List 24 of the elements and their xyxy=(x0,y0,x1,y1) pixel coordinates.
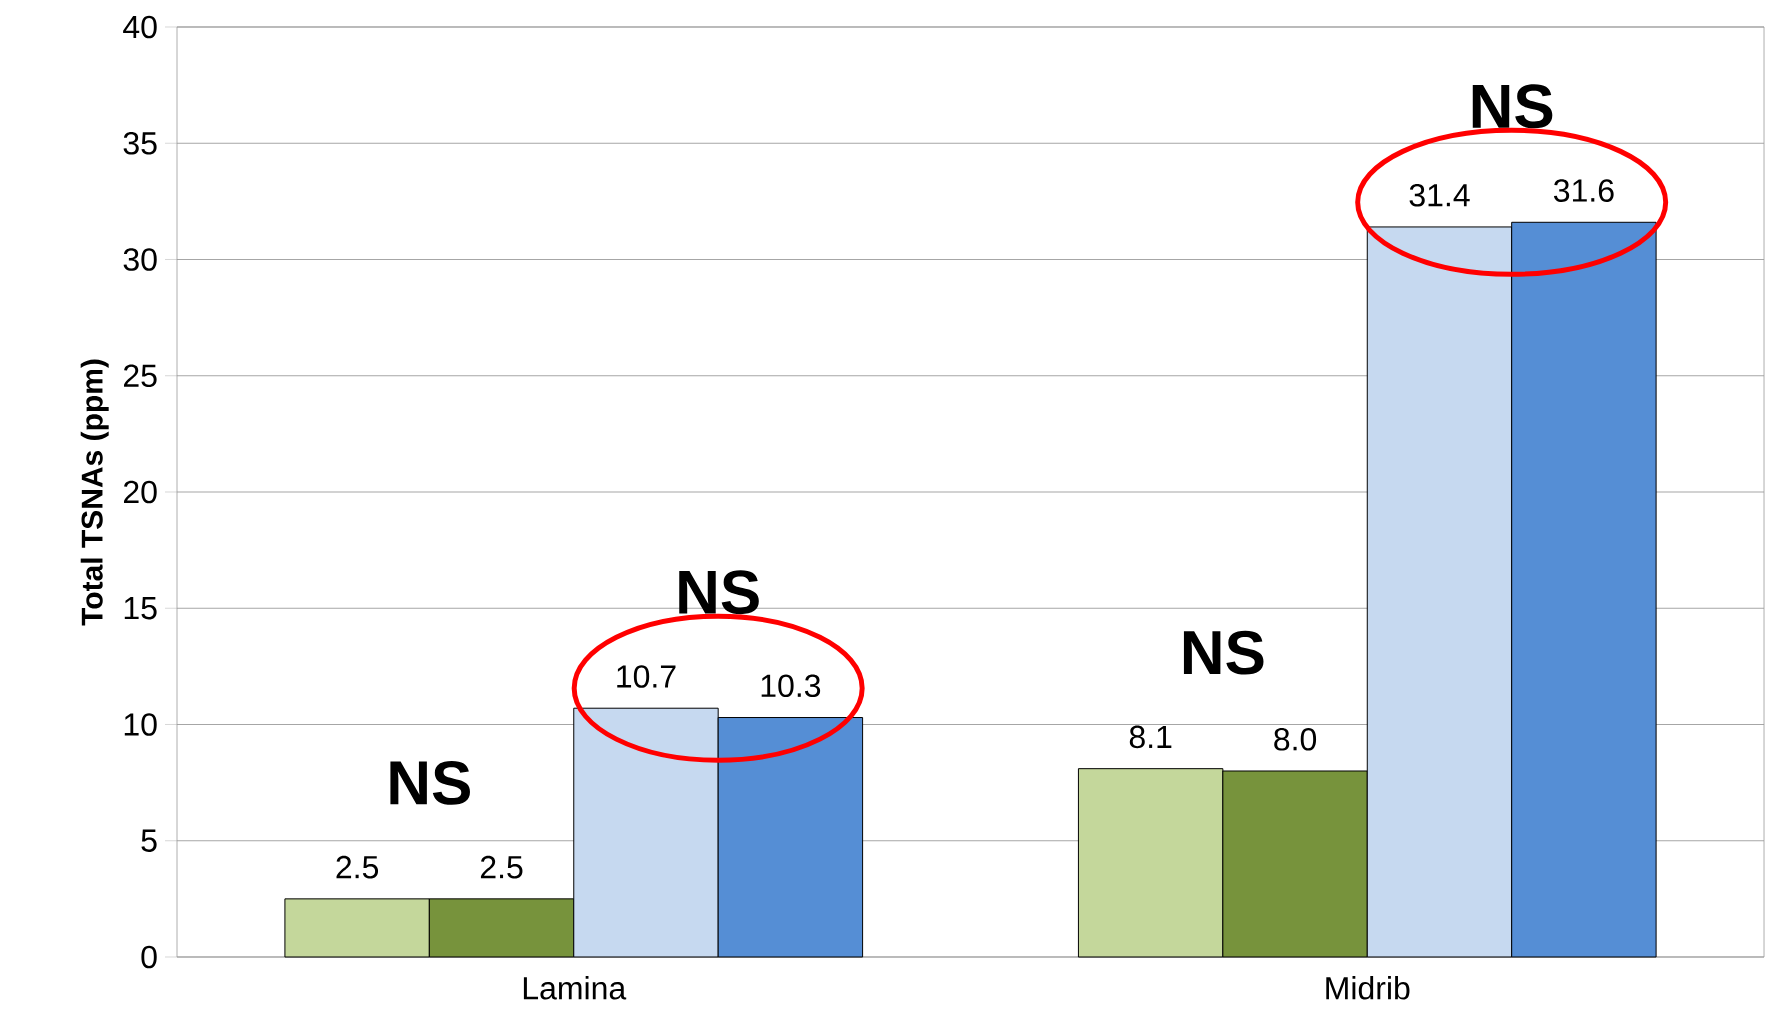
data-label: 31.4 xyxy=(1409,183,1470,207)
data-label: 2.5 xyxy=(480,855,523,879)
x-tick-label: Midrib xyxy=(1326,976,1410,1000)
y-tick-label: 10 xyxy=(124,713,157,736)
y-tick-label: 30 xyxy=(123,248,157,271)
y-tick-label: 0 xyxy=(141,945,157,969)
data-label: 10.3 xyxy=(761,674,821,698)
data-label: 8.0 xyxy=(1274,727,1317,751)
data-label: 10.7 xyxy=(617,665,676,688)
y-tick-label: 40 xyxy=(123,15,157,39)
data-label: 8.1 xyxy=(1129,725,1172,749)
y-tick-label: 20 xyxy=(123,480,157,504)
y-tick-label: 5 xyxy=(141,829,157,852)
annotation: NS xyxy=(1472,84,1553,129)
y-tick-label: 35 xyxy=(123,131,157,155)
annotation: NS xyxy=(1183,630,1264,675)
data-label: 2.5 xyxy=(336,855,379,879)
annotation: NS xyxy=(390,760,470,805)
data-label: 31.6 xyxy=(1553,179,1614,202)
y-axis-title: Total TSNAs (ppm) xyxy=(80,359,109,626)
x-tick-label: Lamina xyxy=(523,976,627,1000)
y-tick-label: 15 xyxy=(124,597,157,620)
y-tick-label: 25 xyxy=(123,364,157,388)
annotation: NS xyxy=(679,570,759,615)
